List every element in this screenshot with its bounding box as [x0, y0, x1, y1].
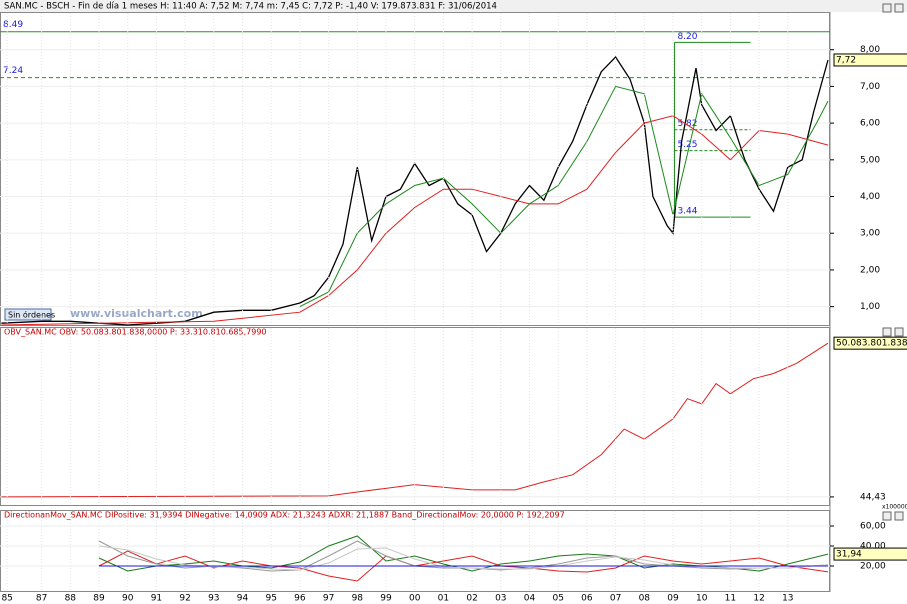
panel-title: DirectionanMov_SAN.MC DIPositive: 31,939… — [4, 511, 565, 520]
series-line — [1, 342, 829, 498]
panel-title: OBV_SAN.MC OBV: 50.083.801.838,0000 P: 3… — [4, 328, 267, 337]
last-value-label: 50.083.801.838,0 — [836, 339, 907, 349]
x-tick-label: 99 — [380, 594, 392, 604]
x-tick-label: 08 — [639, 594, 651, 604]
x-tick-label: 00 — [409, 594, 421, 604]
window-button[interactable] — [894, 511, 904, 521]
watermark: www.visualchart.com — [70, 307, 203, 320]
y-tick-label: 5,00 — [860, 155, 880, 165]
last-value-tag — [833, 336, 907, 350]
x-tick-label: 87 — [36, 594, 47, 604]
x-tick-label: 01 — [438, 594, 449, 604]
x-tick-label: 11 — [725, 594, 736, 604]
x-tick-label: 07 — [610, 594, 621, 604]
x-tick-label: 95 — [265, 594, 276, 604]
orders-button-label[interactable]: Sin órdenes — [8, 310, 55, 320]
y-tick-label: 4,00 — [860, 192, 880, 202]
window-button[interactable] — [882, 3, 892, 13]
last-value-tag — [833, 53, 907, 67]
window-button[interactable] — [894, 3, 904, 13]
x-tick-label: 09 — [667, 594, 679, 604]
x-tick-label: 10 — [696, 594, 708, 604]
x-tick-label: 90 — [122, 594, 134, 604]
x-tick-label: 98 — [352, 594, 364, 604]
y-tick-label: 40,00 — [860, 542, 886, 552]
reference-label: 8.49 — [3, 20, 23, 30]
x-tick-label: 92 — [179, 594, 190, 604]
series-line — [98, 545, 829, 571]
last-value-label: 7,72 — [836, 55, 856, 65]
series-line — [1, 55, 829, 326]
x-tick-label: 03 — [495, 594, 506, 604]
x-tick-label: 96 — [294, 594, 306, 604]
x-tick-label: 02 — [466, 594, 477, 604]
y-tick-label: 7,00 — [860, 82, 880, 92]
y-tick-label: 60,00 — [860, 522, 886, 532]
level-label: 8.20 — [677, 32, 697, 42]
window-button[interactable] — [894, 327, 904, 337]
y-tick-label: 8,00 — [860, 45, 880, 55]
x-tick-label: 06 — [581, 594, 593, 604]
orders-button[interactable] — [4, 308, 52, 321]
y-tick-label: 2,00 — [860, 265, 880, 275]
y-tick-label: 3,00 — [860, 229, 880, 239]
last-value-tag — [833, 547, 907, 561]
y-tick-label: 6,00 — [860, 119, 880, 129]
series-line — [1, 115, 829, 326]
x-tick-label: 12 — [753, 594, 764, 604]
window-button[interactable] — [882, 511, 892, 521]
x-tick-label: 13 — [782, 594, 793, 604]
level-label: 5.82 — [677, 119, 697, 129]
reference-label: 7.24 — [3, 66, 23, 76]
level-label: 3.44 — [677, 207, 697, 217]
header: SAN.MC - BSCH - Fin de día 1 meses H: 11… — [4, 2, 497, 12]
x-tick-label: 05 — [552, 594, 563, 604]
x-tick-label: 97 — [323, 594, 334, 604]
level-label: 5.25 — [677, 140, 697, 150]
window-button[interactable] — [882, 327, 892, 337]
last-value-label: 31,94 — [836, 550, 862, 560]
x-tick-label: 88 — [65, 594, 77, 604]
series-line — [299, 85, 829, 308]
x-tick-label: 04 — [524, 594, 536, 604]
x-tick-label: 93 — [208, 594, 219, 604]
y-tick-label: 20,00 — [860, 562, 886, 572]
x-tick-label: 89 — [93, 594, 105, 604]
y-tick-label: 1,00 — [860, 302, 880, 312]
x-tick-label: 91 — [151, 594, 162, 604]
header-bar — [0, 0, 907, 12]
y-tick-label: 44,43 — [860, 492, 886, 502]
x-tick-label: 85 — [1, 594, 12, 604]
y-unit: x100000 — [882, 504, 907, 511]
x-tick-label: 94 — [237, 594, 249, 604]
